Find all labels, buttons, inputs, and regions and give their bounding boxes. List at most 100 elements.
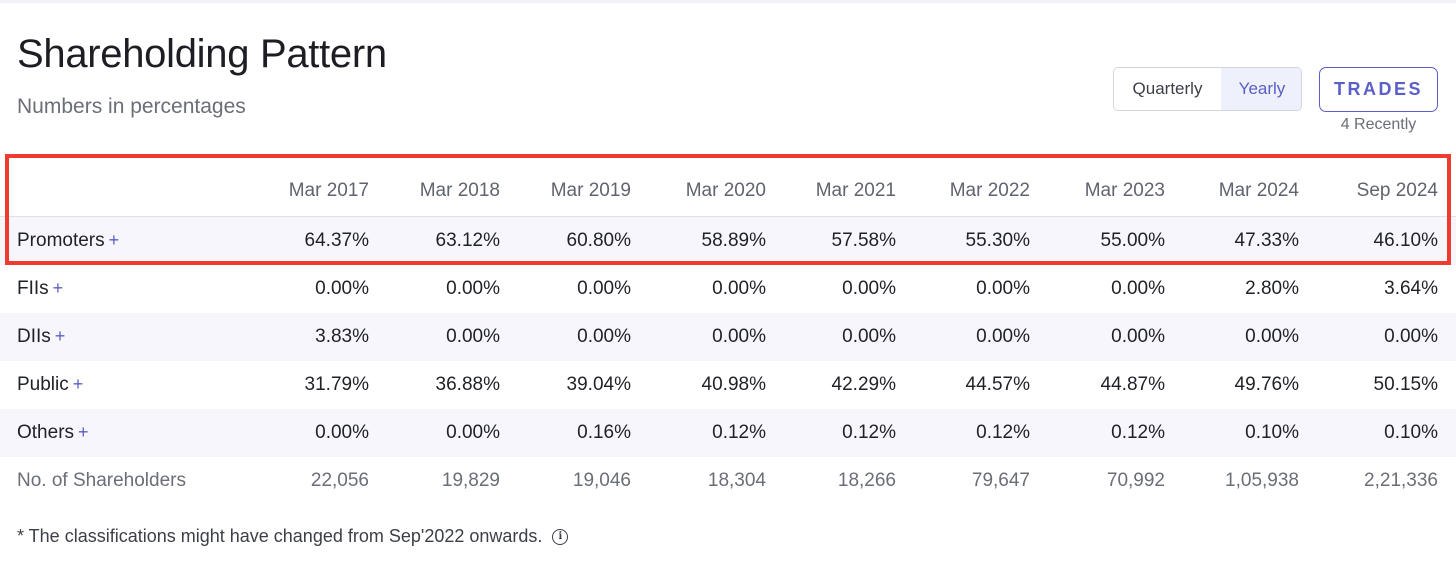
table-cell: 0.00% [369,313,500,361]
row-label-text: Public [17,374,69,395]
table-cell: 39.04% [566,374,631,395]
page-title: Shareholding Pattern [17,32,387,76]
table-cell: 63.12% [369,216,500,265]
expand-plus-icon[interactable]: + [52,278,64,298]
info-icon[interactable]: i [552,528,569,545]
table-cell: 0.12% [1030,409,1165,457]
table-cell: 0.00% [1165,313,1299,361]
row-label: No. of Shareholders [0,457,250,505]
expand-plus-icon[interactable]: + [108,230,120,250]
table-cell: 0.00% [446,278,500,299]
table-cell: 44.57% [965,374,1030,395]
shareholding-table: Mar 2017 Mar 2018 Mar 2019 Mar 2020 Mar … [0,166,1456,505]
table-cell: 0.00% [1030,313,1165,361]
table-cell: 44.87% [1100,374,1165,395]
table-cell: 0.00% [369,409,500,457]
table-cell: 0.00% [1299,313,1456,361]
table-cell: 0.00% [712,278,766,299]
table-cell: 70,992 [1106,470,1165,491]
table-cell: 18,266 [837,470,896,491]
table-cell: 0.12% [896,409,1030,457]
table-cell: 64.37% [250,216,369,265]
column-header: Mar 2022 [949,180,1030,201]
table-cell: 46.10% [1299,216,1456,265]
table-cell: 57.58% [766,216,896,265]
table-cell: 58.89% [631,216,766,265]
row-label[interactable]: Public + [0,361,250,409]
table-cell: 1,05,938 [1225,470,1299,491]
column-header: Mar 2024 [1218,180,1299,201]
column-header: Sep 2024 [1356,180,1438,201]
table-cell: 0.00% [896,313,1030,361]
column-header: Mar 2021 [815,180,896,201]
table-cell: 3.64% [1384,278,1438,299]
expand-plus-icon[interactable]: + [54,326,66,346]
table-cell: 40.98% [701,374,766,395]
table-cell: 0.10% [1299,409,1456,457]
table-cell: 0.00% [500,313,631,361]
expand-plus-icon[interactable]: + [72,374,84,394]
row-label-text: Promoters [17,230,105,251]
table-cell: 31.79% [304,374,369,395]
table-cell: 19,829 [441,470,500,491]
row-label-text: FIIs [17,278,49,299]
table-cell: 19,046 [572,470,631,491]
column-header: Mar 2019 [550,180,631,201]
table-row-fiis: FIIs + 0.00% 0.00% 0.00% 0.00% 0.00% 0.00… [0,265,1456,313]
row-label[interactable]: FIIs + [0,265,250,313]
table-cell: 55.30% [896,216,1030,265]
table-cell: 0.00% [1111,278,1165,299]
table-cell: 3.83% [250,313,369,361]
row-label[interactable]: DIIs + [0,313,250,361]
table-cell: 36.88% [435,374,500,395]
row-label[interactable]: Promoters + [0,216,250,265]
table-cell: 79,647 [971,470,1030,491]
table-cell: 0.00% [766,313,896,361]
table-row-others: Others + 0.00% 0.00% 0.16% 0.12% 0.12% 0.… [0,409,1456,457]
table-cell: 2.80% [1245,278,1299,299]
table-cell: 0.12% [631,409,766,457]
table-cell: 60.80% [500,216,631,265]
expand-plus-icon[interactable]: + [78,422,89,442]
table-cell: 47.33% [1165,216,1299,265]
table-cell: 0.12% [766,409,896,457]
table-cell: 0.00% [976,278,1030,299]
row-label-text: Others [17,422,75,443]
yearly-button[interactable]: Yearly [1221,68,1301,110]
table-cell: 0.00% [315,278,369,299]
table-header-row: Mar 2017 Mar 2018 Mar 2019 Mar 2020 Mar … [0,166,1456,217]
column-header: Mar 2017 [288,180,369,201]
quarterly-button[interactable]: Quarterly [1132,79,1203,98]
table-cell: 0.00% [250,409,369,457]
top-divider [0,0,1456,3]
header-empty [0,166,250,217]
table-cell: 2,21,336 [1364,470,1438,491]
table-row-promoters: Promoters + 64.37% 63.12% 60.80% 58.89% 5… [0,216,1456,265]
table-cell: 50.15% [1373,374,1438,395]
column-header: Mar 2018 [419,180,500,201]
table-cell: 0.00% [842,278,896,299]
period-toggle: Quarterly Yearly [1113,67,1302,111]
row-label-text: No. of Shareholders [17,470,186,491]
table-cell: 0.00% [631,313,766,361]
row-label-text: DIIs [17,326,51,347]
table-row-shareholders: No. of Shareholders 22,056 19,829 19,046… [0,457,1456,505]
table-cell: 0.16% [500,409,631,457]
column-header: Mar 2023 [1084,180,1165,201]
table-cell: 0.10% [1165,409,1299,457]
table-row-diis: DIIs + 3.83% 0.00% 0.00% 0.00% 0.00% 0.00… [0,313,1456,361]
row-label[interactable]: Others + [0,409,250,457]
page-subtitle: Numbers in percentages [17,95,246,118]
column-header: Mar 2020 [685,180,766,201]
table-cell: 0.00% [577,278,631,299]
table-cell: 55.00% [1030,216,1165,265]
footnote-text: * The classifications might have changed… [17,526,543,546]
table-cell: 49.76% [1234,374,1299,395]
table-cell: 22,056 [310,470,369,491]
table-row-public: Public + 31.79% 36.88% 39.04% 40.98% 42.2… [0,361,1456,409]
table-cell: 42.29% [831,374,896,395]
trades-recent-count: 4 Recently [1340,116,1417,133]
trades-button[interactable]: TRADES [1319,67,1438,112]
table-cell: 18,304 [707,470,766,491]
footnote: * The classifications might have changed… [17,526,569,547]
